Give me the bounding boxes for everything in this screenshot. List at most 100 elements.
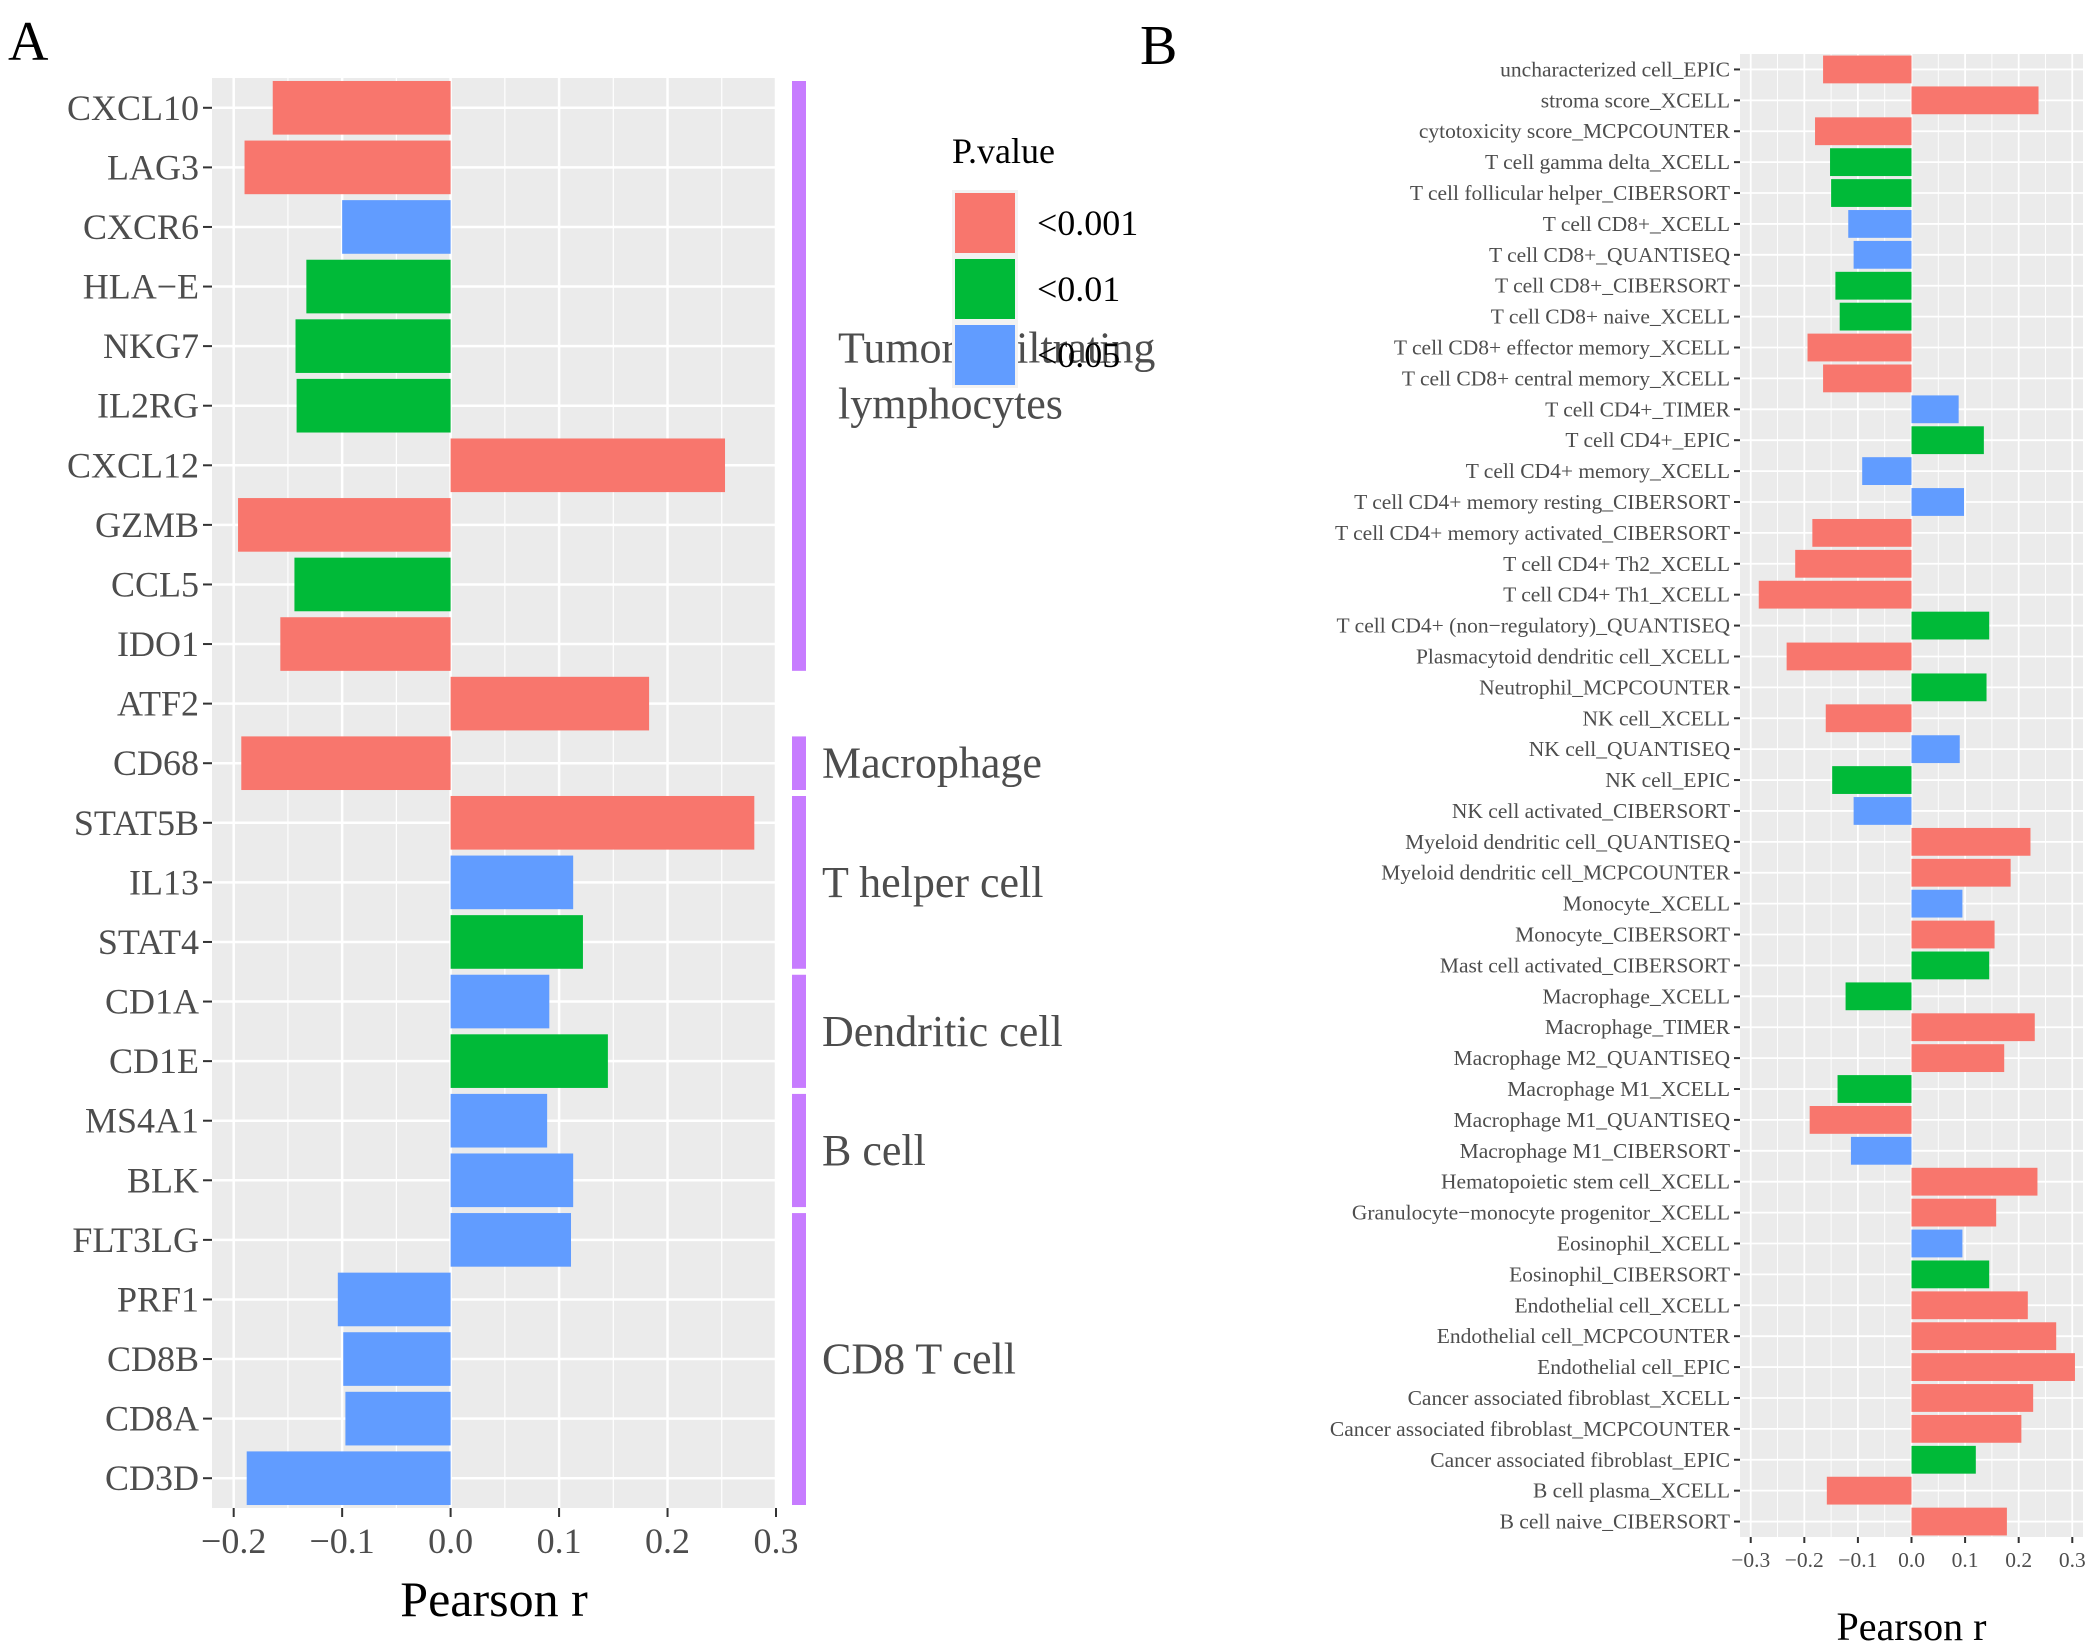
bar [1911, 395, 1959, 424]
bar [450, 795, 755, 850]
bar [1807, 333, 1912, 362]
bar [1832, 766, 1912, 794]
bar [280, 617, 451, 671]
bar [1911, 858, 2011, 887]
group-bracket [792, 974, 806, 1088]
x-tick-label: 0.0 [1898, 1548, 1925, 1572]
bar [1911, 1044, 2005, 1073]
bar [1911, 1384, 2034, 1412]
group-brackets: Tumor infiltratinglymphocytesMacrophageT… [792, 81, 1155, 1505]
bar [342, 200, 451, 254]
x-tick-label: −0.2 [1785, 1548, 1824, 1572]
bar [1911, 951, 1990, 980]
bar [450, 855, 574, 910]
bar [1848, 210, 1912, 238]
x-tick-label: 0.0 [428, 1521, 473, 1561]
bar [450, 974, 550, 1029]
bar [1853, 240, 1912, 269]
bar [1911, 735, 1960, 764]
y-tick-label: T cell CD4+ Th1_XCELL [1503, 583, 1730, 607]
y-tick-label: ATF2 [117, 684, 199, 724]
y-tick-label: Macrophage_XCELL [1543, 984, 1730, 1008]
bar [1911, 1229, 1963, 1258]
y-tick-label: IL2RG [97, 386, 199, 426]
y-tick-label: B cell plasma_XCELL [1533, 1479, 1730, 1503]
y-tick-label: STAT4 [98, 922, 199, 962]
y-tick-label: CD8A [105, 1399, 199, 1439]
bar [1862, 457, 1912, 485]
legend-item-label: <0.05 [1037, 335, 1120, 375]
y-tick-label: CD68 [113, 743, 199, 783]
y-tick-label: NK cell_XCELL [1583, 706, 1730, 730]
y-tick-label: Macrophage M1_CIBERSORT [1460, 1139, 1730, 1163]
bar [1911, 827, 2031, 856]
legend-items: <0.001 <0.01 <0.05 [952, 190, 1138, 388]
chart-a-bars [238, 80, 755, 1506]
legend: P.value <0.001 <0.01 <0.05 [952, 131, 1138, 388]
bar [1911, 426, 1984, 455]
x-tick-label: 0.2 [2005, 1548, 2032, 1572]
y-tick-label: T cell follicular helper_CIBERSORT [1410, 181, 1730, 205]
y-tick-label: stroma score_XCELL [1541, 88, 1730, 112]
bar [1911, 1445, 1976, 1474]
x-tick-label: −0.2 [201, 1521, 266, 1561]
y-tick-label: BLK [127, 1160, 199, 1200]
bar [1830, 148, 1912, 177]
y-tick-label: T cell CD8+_XCELL [1543, 212, 1730, 236]
bar [1823, 364, 1912, 393]
bar [244, 140, 451, 195]
bar [1911, 1167, 2038, 1196]
y-tick-label: CD8B [107, 1339, 199, 1379]
bar [241, 736, 451, 791]
bar [1839, 302, 1912, 331]
y-tick-label: Endothelial cell_EPIC [1537, 1355, 1730, 1379]
y-tick-label: Cancer associated fibroblast_XCELL [1408, 1386, 1730, 1410]
chart-a-y-axis: CXCL10 LAG3 CXCR6 HLA−E NKG7 IL2RG CXCL12 GZMB C… [67, 88, 212, 1498]
bar [450, 1213, 572, 1267]
y-tick-label: uncharacterized cell_EPIC [1500, 57, 1730, 81]
y-tick-label: CXCR6 [83, 207, 199, 247]
legend-item-label: <0.01 [1037, 269, 1120, 309]
bar [246, 1451, 451, 1506]
y-tick-label: IL13 [129, 862, 199, 902]
bar [1823, 55, 1912, 84]
bar [1911, 611, 1990, 640]
group-label: Macrophage [822, 739, 1042, 788]
y-tick-label: Monocyte_CIBERSORT [1515, 923, 1730, 947]
y-tick-label: Myeloid dendritic cell_QUANTISEQ [1405, 830, 1730, 854]
y-tick-label: Macrophage_TIMER [1545, 1015, 1731, 1039]
x-tick-label: 0.2 [645, 1521, 690, 1561]
bar [1911, 920, 1995, 949]
y-tick-label: cytotoxicity score_MCPCOUNTER [1419, 119, 1731, 143]
x-tick-label: 0.1 [537, 1521, 582, 1561]
y-tick-label: T cell CD4+ Th2_XCELL [1503, 552, 1730, 576]
y-tick-label: T cell CD4+_TIMER [1545, 397, 1731, 421]
y-tick-label: Macrophage M2_QUANTISEQ [1454, 1046, 1731, 1070]
x-tick-label: 0.3 [2059, 1548, 2086, 1572]
group-label: CD8 T cell [822, 1335, 1016, 1384]
bar [450, 438, 726, 493]
y-tick-label: CXCL12 [67, 445, 199, 485]
chart-a-x-axis-title: Pearson r [400, 1571, 588, 1627]
y-tick-label: CD3D [105, 1458, 199, 1498]
bar [450, 1034, 608, 1088]
group-bracket [792, 81, 806, 671]
bar [1911, 1414, 2022, 1443]
bar [1911, 488, 1965, 516]
group-bracket [792, 796, 806, 969]
legend-key-swatch [955, 259, 1015, 319]
x-tick-label: −0.3 [1731, 1548, 1770, 1572]
bar [1911, 1291, 2028, 1320]
y-tick-label: LAG3 [107, 147, 199, 187]
bar [1758, 580, 1912, 609]
chart-b-x-axis-title: Pearson r [1837, 1604, 1987, 1646]
bar [345, 1391, 451, 1446]
bar [1911, 1013, 2035, 1042]
y-tick-label: Macrophage M1_XCELL [1507, 1077, 1730, 1101]
bar [1831, 179, 1912, 207]
y-tick-label: Eosinophil_CIBERSORT [1509, 1262, 1730, 1286]
group-label: Dendritic cell [822, 1007, 1063, 1056]
bar [1911, 1322, 2057, 1351]
